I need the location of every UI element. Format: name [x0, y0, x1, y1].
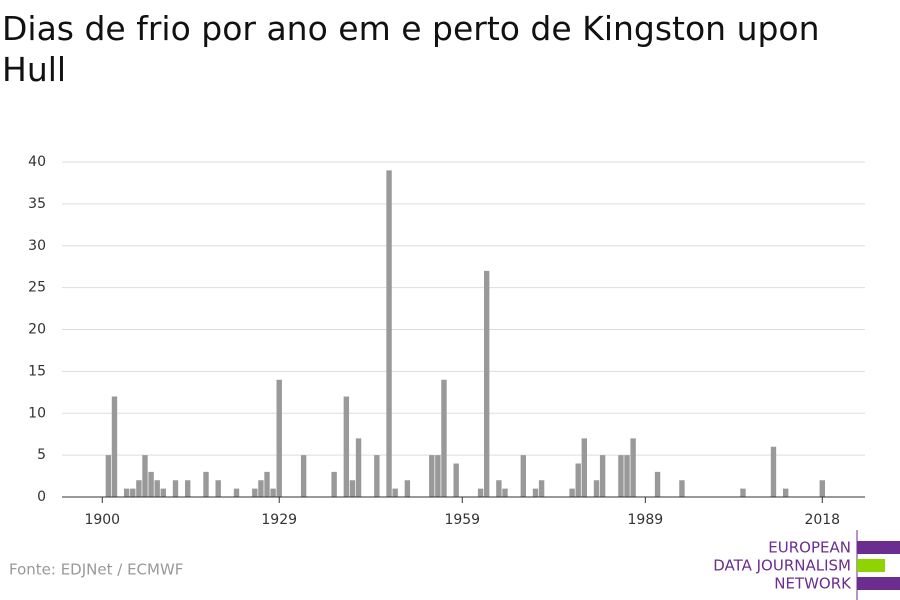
- x-tick-label: 1929: [261, 512, 297, 528]
- logo-bar: [857, 541, 900, 554]
- bar: [355, 438, 362, 497]
- chart-title: Dias de frio por ano em e perto de Kings…: [2, 9, 820, 48]
- bar: [252, 488, 258, 497]
- bar: [453, 463, 459, 497]
- bar: [429, 455, 435, 497]
- bar: [130, 488, 136, 497]
- bar: [740, 488, 746, 497]
- x-tick-label: 1900: [84, 512, 120, 528]
- bar: [520, 455, 526, 497]
- y-tick-label: 30: [28, 238, 46, 254]
- x-tick-label: 1989: [628, 512, 664, 528]
- bar: [538, 480, 545, 497]
- bar: [404, 480, 411, 497]
- bar: [270, 488, 276, 497]
- x-tick-label: 1959: [444, 512, 480, 528]
- bar: [172, 480, 179, 497]
- bar: [215, 480, 221, 497]
- y-tick-label: 5: [37, 447, 46, 463]
- bar: [630, 438, 636, 497]
- bar: [233, 488, 240, 497]
- bar: [477, 488, 484, 497]
- bar: [105, 455, 112, 497]
- bar: [532, 488, 539, 497]
- logo-text: NETWORK: [774, 575, 852, 593]
- bar: [386, 170, 392, 497]
- y-tick-label: 40: [28, 154, 46, 170]
- y-tick-label: 35: [28, 196, 46, 212]
- bar: [569, 488, 575, 497]
- bar: [654, 471, 661, 497]
- y-tick-label: 20: [28, 322, 46, 338]
- bar: [581, 438, 588, 497]
- bar: [575, 463, 581, 497]
- bar: [502, 488, 508, 497]
- bar: [264, 471, 270, 497]
- bar: [618, 455, 624, 497]
- source: Fonte: EDJNet / ECMWF: [9, 561, 183, 579]
- bar: [343, 396, 350, 497]
- bar: [782, 488, 789, 497]
- bar: [276, 379, 282, 497]
- y-tick-label: 10: [28, 405, 46, 421]
- chart-title: Hull: [2, 50, 66, 89]
- y-tick-label: 15: [28, 363, 46, 379]
- logo-bar: [857, 577, 900, 590]
- bar: [258, 480, 264, 497]
- bar: [770, 446, 777, 497]
- bar: [148, 471, 154, 497]
- bar: [160, 488, 166, 497]
- bar: [441, 379, 447, 497]
- bar: [203, 471, 209, 497]
- bar: [679, 480, 685, 497]
- bar: [136, 480, 142, 497]
- bar: [331, 471, 337, 497]
- bar: [300, 455, 307, 497]
- x-tick-label: 2018: [804, 512, 840, 528]
- bar: [184, 480, 191, 497]
- bar: [392, 488, 398, 497]
- bar: [142, 455, 148, 497]
- bar: [624, 455, 630, 497]
- y-tick-label: 0: [37, 489, 46, 505]
- bar: [111, 396, 118, 497]
- bar: [154, 480, 160, 497]
- bar: [123, 488, 130, 497]
- logo-bar: [857, 559, 885, 572]
- bar: [374, 455, 380, 497]
- bar: [435, 455, 441, 497]
- bar: [483, 270, 490, 497]
- bar: [819, 480, 825, 497]
- logo-text: EUROPEAN: [768, 539, 851, 557]
- y-tick-label: 25: [28, 280, 46, 296]
- bar: [349, 480, 356, 497]
- bar: [496, 480, 502, 497]
- logo-text: DATA JOURNALISM: [713, 557, 851, 575]
- bar: [593, 480, 600, 497]
- bar: [599, 455, 606, 497]
